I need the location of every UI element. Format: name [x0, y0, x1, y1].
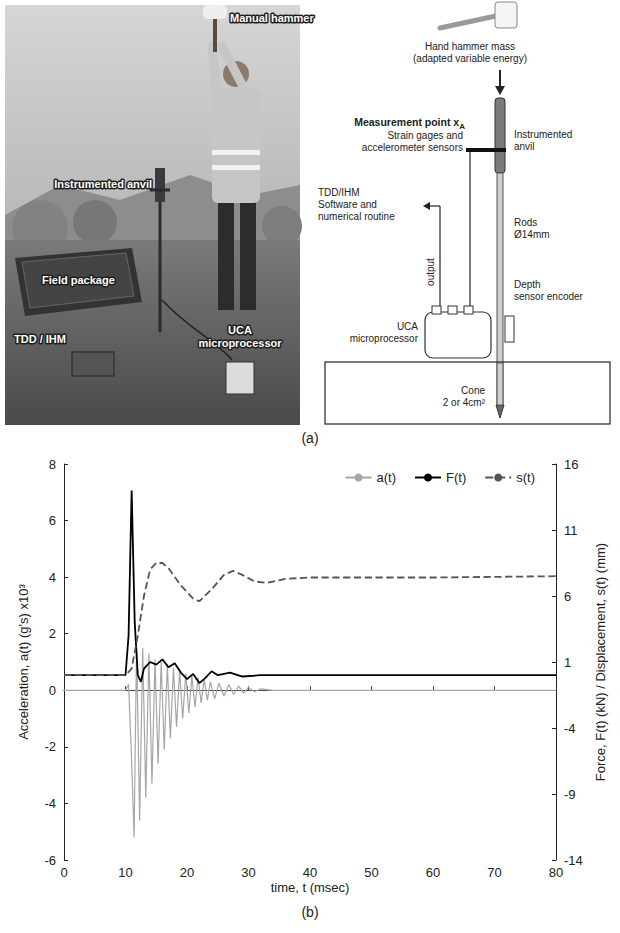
svg-text:Manual hammer: Manual hammer: [230, 12, 314, 24]
svg-text:Rods: Rods: [514, 217, 537, 228]
svg-text:4: 4: [49, 570, 56, 585]
svg-text:s(t): s(t): [516, 470, 535, 485]
svg-text:-14: -14: [564, 853, 583, 868]
svg-text:60: 60: [426, 865, 440, 880]
svg-text:a(t): a(t): [377, 470, 397, 485]
svg-text:10: 10: [118, 865, 132, 880]
svg-text:anvil: anvil: [514, 141, 535, 152]
svg-text:-4: -4: [44, 796, 56, 811]
svg-text:20: 20: [180, 865, 194, 880]
svg-text:accelerometer sensors: accelerometer sensors: [362, 142, 463, 153]
svg-text:microprocessor: microprocessor: [198, 337, 282, 349]
svg-text:Software and: Software and: [318, 199, 377, 210]
svg-text:Hand hammer mass: Hand hammer mass: [425, 41, 515, 52]
svg-text:output: output: [425, 258, 436, 286]
svg-text:8: 8: [49, 457, 56, 472]
svg-text:Instrumented: Instrumented: [514, 129, 572, 140]
svg-text:80: 80: [549, 865, 563, 880]
svg-text:(adapted variable energy): (adapted variable energy): [413, 53, 527, 64]
svg-text:Strain gages and: Strain gages and: [387, 130, 463, 141]
svg-text:40: 40: [303, 865, 317, 880]
svg-text:TDD / IHM: TDD / IHM: [14, 333, 66, 345]
svg-text:Depth: Depth: [514, 279, 541, 290]
svg-text:-9: -9: [564, 787, 576, 802]
svg-text:UCA: UCA: [228, 324, 252, 336]
svg-text:11: 11: [564, 523, 578, 538]
svg-text:16: 16: [564, 457, 578, 472]
svg-text:numerical routine: numerical routine: [318, 211, 395, 222]
svg-text:time, t (msec): time, t (msec): [271, 880, 350, 895]
svg-text:-6: -6: [44, 853, 56, 868]
svg-text:sensor encoder: sensor encoder: [514, 291, 584, 302]
svg-text:50: 50: [364, 865, 378, 880]
svg-text:Force, F(t) (kN) / Displacemen: Force, F(t) (kN) / Displacement, s(t) (m…: [593, 543, 608, 781]
svg-text:6: 6: [564, 589, 571, 604]
svg-text:F(t): F(t): [446, 470, 466, 485]
svg-text:0: 0: [49, 683, 56, 698]
svg-text:UCA: UCA: [397, 321, 418, 332]
svg-text:2 or 4cm²: 2 or 4cm²: [443, 397, 486, 408]
svg-text:microprocessor: microprocessor: [350, 333, 419, 344]
svg-text:TDD/IHM: TDD/IHM: [318, 187, 360, 198]
svg-text:Acceleration, a(t) (g's) x10³: Acceleration, a(t) (g's) x10³: [16, 584, 31, 740]
svg-text:Field package: Field package: [42, 274, 115, 286]
svg-text:0: 0: [60, 865, 67, 880]
svg-text:Measurement point xA: Measurement point xA: [354, 116, 465, 131]
svg-text:-4: -4: [564, 721, 576, 736]
svg-text:2: 2: [49, 626, 56, 641]
svg-text:Instrumented anvil: Instrumented anvil: [54, 178, 152, 190]
svg-text:30: 30: [241, 865, 255, 880]
html-text:(b): (b): [301, 904, 319, 920]
svg-text:-2: -2: [44, 739, 56, 754]
svg-text:1: 1: [564, 655, 571, 670]
svg-text:Cone: Cone: [461, 385, 485, 396]
html-text:(a): (a): [301, 430, 319, 446]
svg-text:Ø14mm: Ø14mm: [514, 229, 550, 240]
svg-text:70: 70: [487, 865, 501, 880]
svg-text:6: 6: [49, 513, 56, 528]
